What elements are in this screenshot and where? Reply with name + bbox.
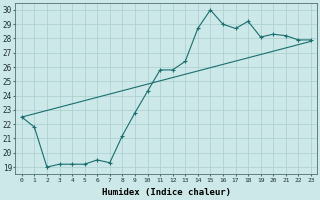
X-axis label: Humidex (Indice chaleur): Humidex (Indice chaleur) bbox=[102, 188, 231, 197]
